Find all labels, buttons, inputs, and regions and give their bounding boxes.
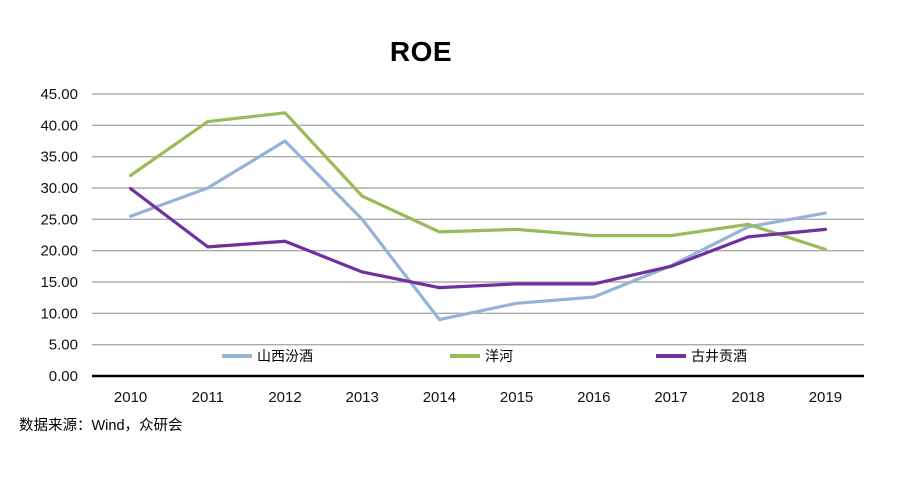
- legend-label: 古井贡酒: [691, 348, 747, 364]
- x-tick-label: 2014: [423, 389, 456, 406]
- x-tick-label: 2013: [346, 389, 379, 406]
- x-tick-label: 2017: [654, 389, 687, 406]
- legend-label: 山西汾酒: [257, 348, 313, 364]
- legend-line-marker: [222, 354, 252, 358]
- source-note: 数据来源：Wind，众研会: [19, 418, 183, 434]
- series-line-0: [129, 139, 828, 322]
- y-tick-label: 40.00: [40, 117, 78, 134]
- series-line-1: [129, 111, 828, 252]
- y-tick-label: 35.00: [40, 149, 78, 166]
- chart-title: ROE: [389, 36, 453, 67]
- x-tick-label: 2011: [192, 389, 224, 406]
- y-tick-label: 0.00: [49, 368, 78, 385]
- y-tick-label: 45.00: [40, 86, 78, 103]
- y-tick-label: 20.00: [40, 243, 78, 260]
- y-tick-label: 15.00: [40, 274, 78, 291]
- y-tick-label: 25.00: [40, 211, 78, 228]
- legend-item-yanghe: 洋河: [450, 347, 513, 365]
- legend-label: 洋河: [485, 348, 513, 364]
- x-tick-label: 2019: [809, 389, 842, 406]
- x-tick-label: 2018: [732, 389, 765, 406]
- x-tick-label: 2012: [268, 389, 301, 406]
- legend-line-marker: [450, 354, 480, 358]
- x-tick-label: 2016: [577, 389, 610, 406]
- x-tick-label: 2010: [114, 389, 147, 406]
- legend-item-shanxifenjiu: 山西汾酒: [222, 347, 313, 365]
- y-tick-label: 30.00: [40, 180, 78, 197]
- legend-item-gujinggongjiu: 古井贡酒: [656, 347, 747, 365]
- y-tick-label: 5.00: [49, 337, 78, 354]
- legend-line-marker: [656, 354, 686, 358]
- y-tick-label: 10.00: [40, 305, 78, 322]
- x-tick-label: 2015: [500, 389, 533, 406]
- series-line-2: [129, 187, 828, 290]
